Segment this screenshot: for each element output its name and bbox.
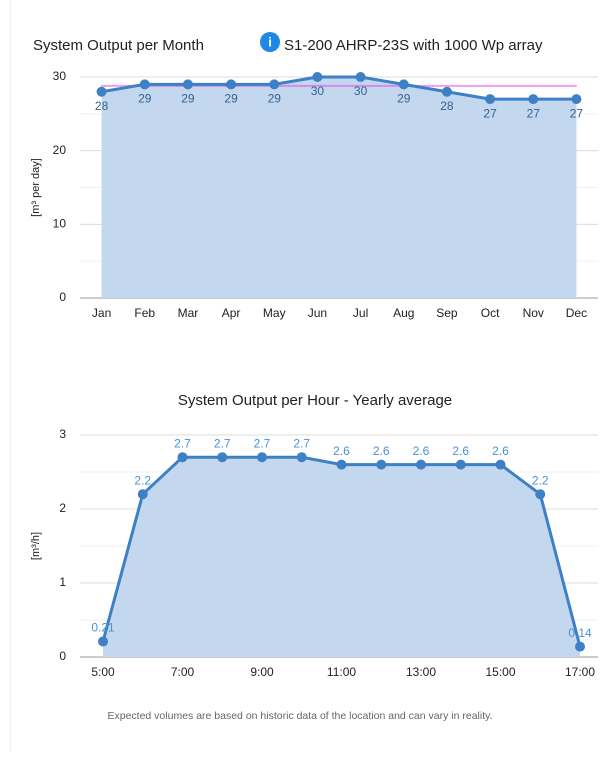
data-label: 29 [138, 92, 152, 106]
data-label: 30 [311, 84, 325, 98]
x-tick-label: Jul [353, 306, 368, 320]
point [495, 459, 506, 470]
point [528, 94, 539, 105]
footnote: Expected volumes are based on historic d… [107, 710, 492, 722]
point [177, 452, 188, 463]
point [336, 459, 347, 470]
data-label: 29 [268, 92, 282, 106]
x-tick-label: 13:00 [406, 665, 436, 679]
chart-subtitle: S1-200 AHRP-23S with 1000 Wp array [284, 37, 543, 54]
x-tick-label: Nov [523, 306, 544, 320]
y-tick-label: 10 [53, 217, 67, 231]
point [182, 79, 193, 90]
data-label: 28 [440, 99, 454, 113]
data-label: 2.6 [452, 444, 469, 458]
chart-title: System Output per Month [33, 37, 204, 54]
x-tick-label: Dec [566, 306, 587, 320]
data-label: 27 [527, 106, 541, 120]
point [485, 94, 496, 105]
data-label: 2.7 [174, 436, 191, 450]
x-tick-label: 5:00 [91, 665, 115, 679]
y-tick-label: 2 [59, 501, 66, 515]
data-label: 2.7 [293, 436, 310, 450]
point [137, 489, 148, 500]
x-tick-label: 11:00 [327, 665, 356, 679]
data-label: 2.6 [413, 444, 430, 458]
data-label: 2.2 [532, 473, 549, 487]
x-tick-label: Jun [308, 306, 327, 320]
y-tick-label: 20 [53, 143, 67, 157]
x-tick-label: May [263, 306, 286, 320]
point [398, 79, 409, 90]
y-tick-label: 1 [59, 575, 66, 589]
point [217, 452, 228, 463]
data-label: 29 [397, 92, 411, 106]
x-tick-label: Feb [134, 306, 155, 320]
point [96, 86, 107, 97]
point [571, 94, 582, 105]
point [257, 452, 267, 463]
line [101, 75, 577, 101]
x-tick-label: 7:00 [171, 665, 195, 679]
data-label: 2.2 [134, 473, 151, 487]
data-label: 30 [354, 84, 368, 98]
data-label: 2.6 [373, 444, 390, 458]
point [575, 641, 585, 652]
point [139, 79, 150, 90]
info-icon[interactable] [260, 32, 280, 52]
y-tick-label: 30 [53, 69, 67, 83]
data-label: 2.7 [214, 436, 231, 450]
x-tick-label: 17:00 [565, 665, 595, 679]
chart-title: System Output per Hour - Yearly average [178, 392, 452, 409]
y-axis-label: [m³/h] [30, 532, 42, 560]
point [355, 72, 366, 82]
area [101, 77, 577, 298]
x-tick-label: Aug [393, 306, 414, 320]
data-label: 27 [483, 106, 497, 120]
point [226, 79, 237, 90]
x-tick-label: 15:00 [485, 665, 515, 679]
point [312, 72, 323, 82]
x-tick-label: Jan [92, 306, 111, 320]
y-tick-label: 0 [59, 649, 66, 663]
x-tick-label: 9:00 [250, 665, 274, 679]
x-tick-label: Oct [481, 306, 500, 320]
area [103, 457, 580, 657]
data-label: 28 [95, 99, 109, 113]
info-icon-glyph: i [268, 34, 272, 49]
data-label: 0.14 [568, 626, 592, 640]
y-axis-label: [m³ per day] [30, 158, 42, 217]
y-tick-label: 3 [59, 427, 66, 441]
data-label: 29 [181, 92, 195, 106]
point [455, 459, 466, 470]
point [441, 86, 452, 97]
data-label: 29 [224, 92, 238, 106]
data-label: 0.21 [91, 621, 115, 635]
point [269, 79, 280, 90]
point [98, 636, 108, 647]
point [296, 452, 307, 463]
x-tick-label: Sep [436, 306, 458, 320]
point [376, 459, 387, 470]
data-label: 2.7 [254, 436, 271, 450]
y-tick-label: 0 [59, 290, 66, 304]
data-label: 2.6 [492, 444, 509, 458]
x-tick-label: Mar [178, 306, 199, 320]
point [416, 459, 426, 470]
point [535, 489, 546, 500]
x-tick-label: Apr [222, 306, 241, 320]
data-label: 2.6 [333, 444, 350, 458]
data-label: 27 [570, 106, 584, 120]
